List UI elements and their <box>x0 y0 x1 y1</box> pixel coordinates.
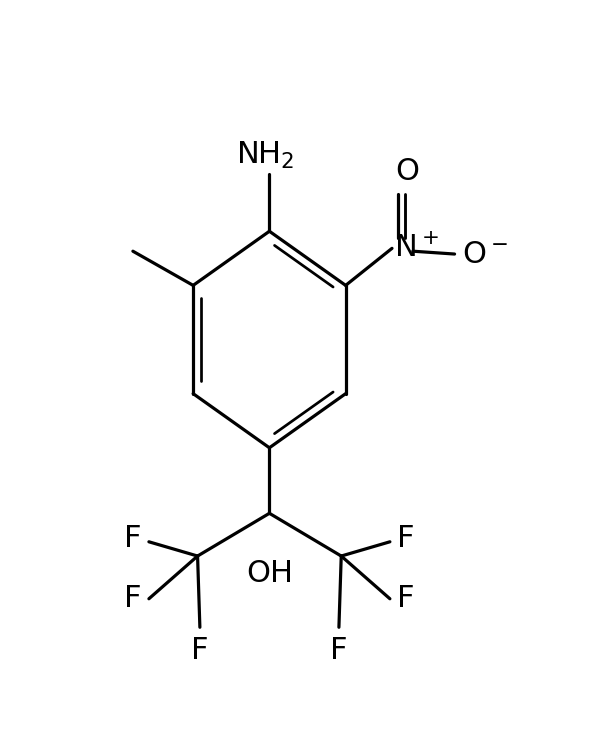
Text: OH: OH <box>246 559 293 588</box>
Text: F: F <box>397 585 414 613</box>
Text: F: F <box>330 636 347 665</box>
Text: F: F <box>397 525 414 554</box>
Text: F: F <box>124 585 142 613</box>
Text: N$^+$: N$^+$ <box>394 234 439 263</box>
Text: O$^-$: O$^-$ <box>462 240 508 269</box>
Text: F: F <box>124 525 142 554</box>
Text: NH$_2$: NH$_2$ <box>236 141 294 172</box>
Text: O: O <box>395 157 419 186</box>
Text: F: F <box>191 636 209 665</box>
